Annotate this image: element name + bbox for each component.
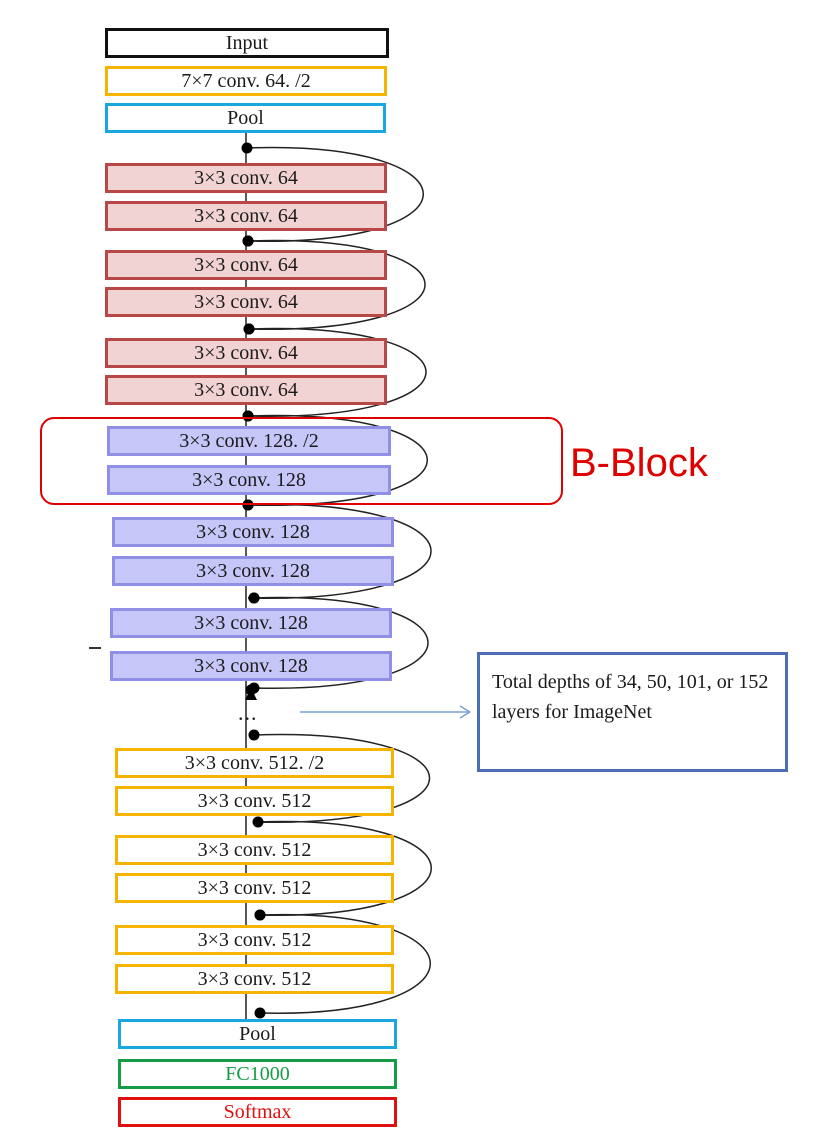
junction-dot: [252, 816, 264, 828]
layer-box: 3×3 conv. 512: [115, 925, 394, 955]
note-arrow-head: [459, 705, 471, 719]
layer-box: 3×3 conv. 64: [105, 338, 387, 368]
layer-box: 3×3 conv. 512. /2: [115, 748, 394, 778]
layer-box: 3×3 conv. 128. /2: [107, 426, 391, 456]
skip-connection: [259, 913, 431, 1014]
layer-box: Pool: [105, 103, 386, 133]
layer-box: Input: [105, 28, 389, 58]
junction-dot: [245, 684, 257, 696]
layer-box: 3×3 conv. 128: [110, 608, 392, 638]
b-block-outline: [40, 417, 563, 505]
ellipsis: ...: [238, 700, 258, 725]
layer-box: Softmax: [118, 1097, 397, 1127]
layer-box: 7×7 conv. 64. /2: [105, 66, 387, 96]
skip-connection: [248, 327, 427, 417]
layer-box: 3×3 conv. 128: [110, 651, 392, 681]
layer-box: 3×3 conv. 64: [105, 250, 387, 280]
layer-box: 3×3 conv. 512: [115, 964, 394, 994]
junction-dot: [242, 235, 254, 247]
skip-connection: [247, 503, 432, 599]
layer-box: 3×3 conv. 512: [115, 835, 394, 865]
b-block-label: B-Block: [570, 441, 708, 485]
junction-dot: [243, 323, 255, 335]
layer-box: 3×3 conv. 64: [105, 163, 387, 193]
layer-box: 3×3 conv. 128: [112, 517, 394, 547]
layer-box: 3×3 conv. 128: [107, 465, 391, 495]
tick-mark: [89, 647, 101, 649]
layer-box: Pool: [118, 1019, 397, 1049]
skip-connection: [253, 596, 429, 689]
depth-note: Total depths of 34, 50, 101, or 152 laye…: [477, 652, 788, 772]
skip-connection: [257, 820, 432, 916]
layer-box: FC1000: [118, 1059, 397, 1089]
layer-box: 3×3 conv. 64: [105, 201, 387, 231]
layer-box: 3×3 conv. 64: [105, 287, 387, 317]
junction-dot: [242, 499, 254, 511]
junction-dot: [248, 729, 260, 741]
junction-dot: [241, 142, 253, 154]
layer-box: 3×3 conv. 128: [112, 556, 394, 586]
skip-connection: [246, 146, 424, 242]
layer-box: 3×3 conv. 512: [115, 873, 394, 903]
skip-connection: [253, 733, 431, 823]
skip-connection: [247, 239, 426, 330]
junction-dot: [254, 909, 266, 921]
junction-dot: [254, 1007, 266, 1019]
layer-box: 3×3 conv. 64: [105, 375, 387, 405]
layer-box: 3×3 conv. 512: [115, 786, 394, 816]
junction-dot: [248, 592, 260, 604]
